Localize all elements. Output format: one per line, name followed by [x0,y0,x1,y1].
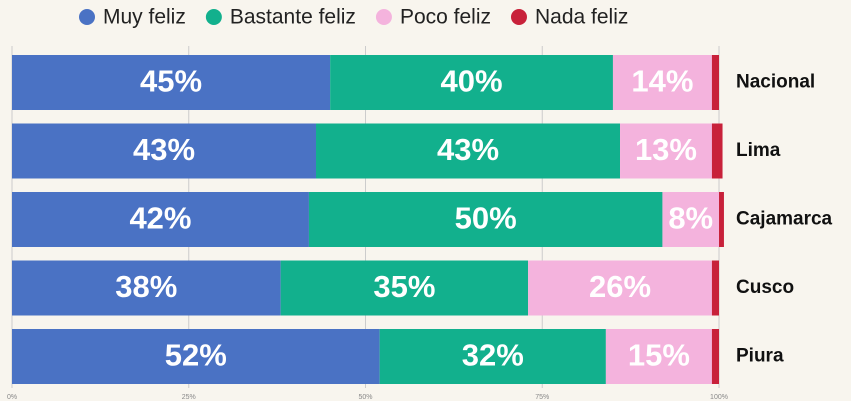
bar-segment [662,192,719,247]
value-label: 32% [462,338,524,373]
value-label: 43% [133,132,195,167]
bar-segment [12,329,380,384]
bar-segment [528,260,712,316]
legend-marker [375,9,392,25]
bar-segment [612,55,712,110]
value-label: 8% [668,201,713,236]
category-label: Piura [736,346,784,367]
value-label: 43% [437,132,499,167]
legend-marker [510,9,527,25]
legend-label: Poco feliz [400,6,491,29]
bar-segment [12,260,281,316]
bar-segment [711,123,723,179]
x-tick-label: 0% [7,394,17,401]
category-label: Cusco [736,277,794,298]
x-tick-label: 25% [182,394,196,401]
legend-label: Muy feliz [103,6,186,29]
value-label: 35% [373,269,435,304]
bar-segment [12,123,317,179]
value-label: 50% [455,201,517,236]
x-tick-label: 100% [710,394,728,401]
bar-segment [12,192,309,247]
x-tick-label: 75% [535,394,549,401]
bar-segment [280,260,529,316]
x-tick-label: 50% [358,394,372,401]
category-label: Nacional [736,72,815,93]
bar-segment [719,192,724,247]
legend-marker [79,9,95,25]
legend-label: Bastante feliz [230,6,356,29]
bar-segment [711,260,719,316]
bar-segment [620,123,712,179]
category-label: Cajamarca [736,209,833,230]
bar-segment [316,123,621,179]
value-label: 40% [441,64,503,99]
category-label: Lima [736,140,781,161]
bar-segment [605,329,712,384]
value-label: 14% [631,64,693,99]
value-label: 42% [129,201,191,236]
value-label: 45% [140,64,202,99]
bar-segment [308,192,663,247]
bar-segment [711,329,719,384]
bar-segment [711,55,719,110]
bar-segment [379,329,606,384]
value-label: 15% [628,338,690,373]
bar-segment [12,55,331,110]
legend-label: Nada feliz [535,6,628,29]
legend-marker [205,9,222,25]
value-label: 52% [165,338,227,373]
value-label: 26% [589,269,651,304]
value-label: 13% [635,132,697,167]
value-label: 38% [115,269,177,304]
bar-segment [330,55,613,110]
